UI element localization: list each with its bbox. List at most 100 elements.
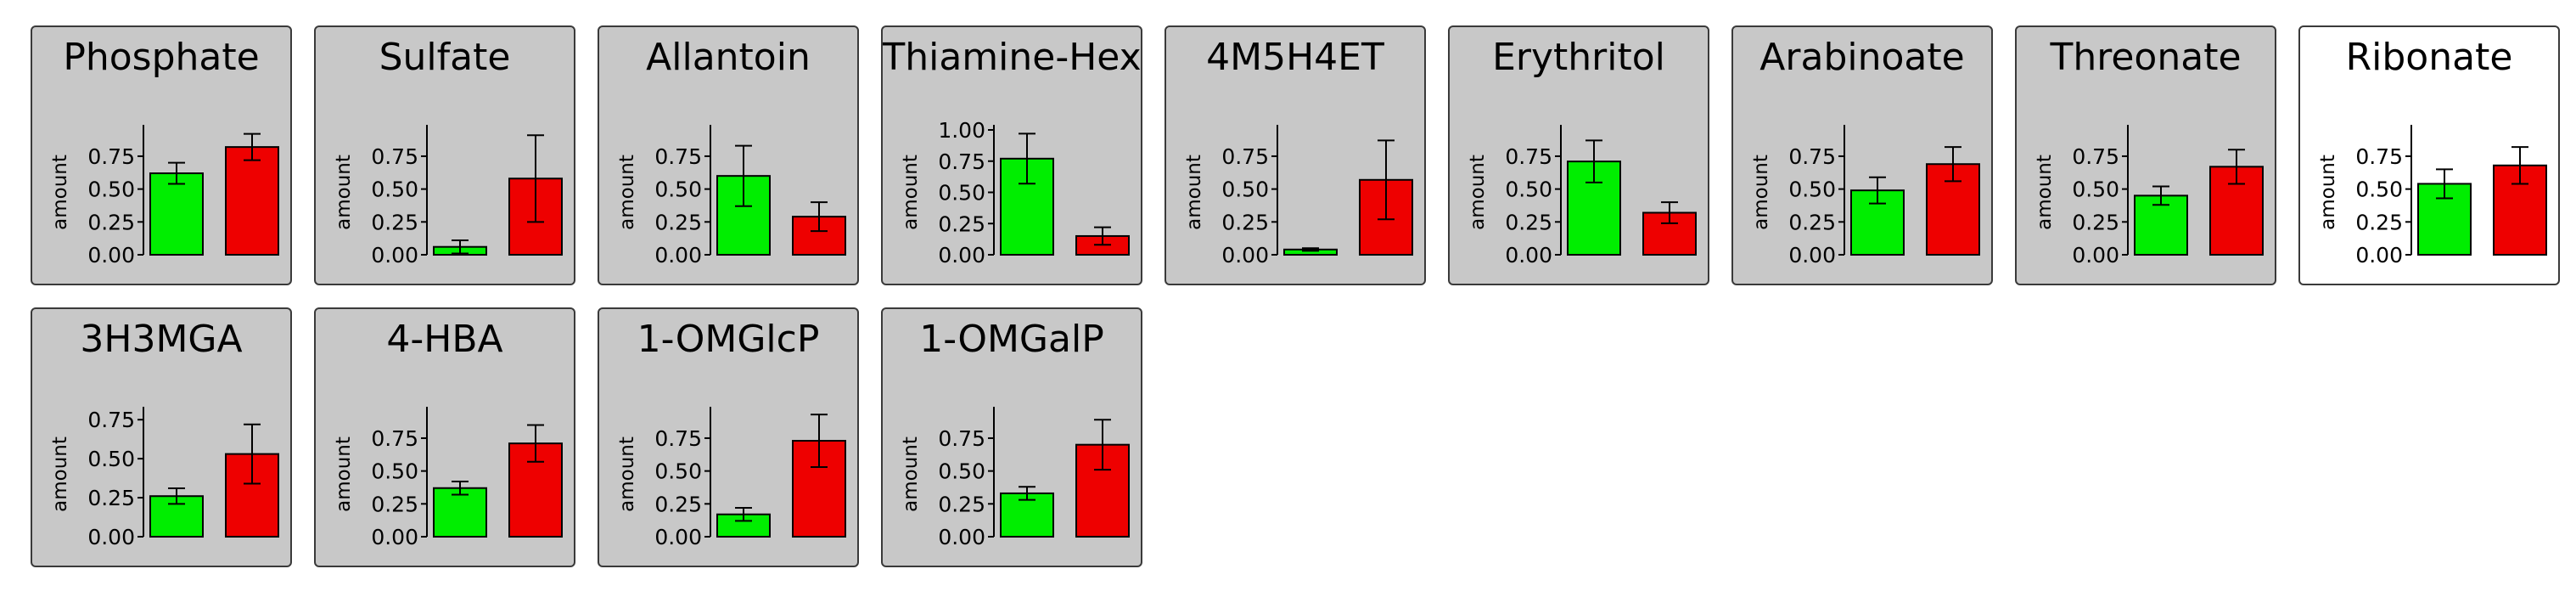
chart-svg: 4M5H4ET amount 0.00 0.25 0.50 0.75 (1183, 36, 1413, 268)
y-tick-label: 0.00 (371, 525, 418, 549)
y-axis-label: amount (616, 155, 638, 230)
y-tick-label: 0.50 (1505, 177, 1552, 202)
y-axis-label: amount (333, 155, 355, 230)
y-tick-label: 0.25 (938, 211, 985, 236)
chart-title: 1-OMGlcP (637, 318, 820, 361)
y-tick-label: 0.00 (1788, 243, 1836, 268)
y-tick-label: 0.75 (371, 426, 418, 451)
y-tick-label: 0.75 (2355, 144, 2403, 169)
chart-svg: Phosphate amount 0.00 0.25 0.50 0.75 (49, 36, 279, 268)
chart-title: Erythritol (1492, 36, 1665, 79)
y-tick-label: 1.00 (938, 118, 985, 143)
y-tick-label: 0.75 (371, 144, 418, 169)
chart-panel[interactable]: 4M5H4ET amount 0.00 0.25 0.50 0.75 (1165, 25, 1426, 285)
chart-panel[interactable]: Arabinoate amount 0.00 0.25 0.50 0.75 (1731, 25, 1993, 285)
chart-title: Sulfate (379, 36, 511, 79)
y-axis-label: amount (1467, 155, 1489, 230)
red-bar[interactable] (225, 146, 279, 256)
y-tick-label: 0.00 (1221, 243, 1269, 268)
chart-panel[interactable]: Erythritol amount 0.00 0.25 0.50 0.75 (1448, 25, 1709, 285)
chart-panel[interactable]: 1-OMGalP amount 0.00 0.25 0.50 0.75 (881, 307, 1142, 567)
y-tick-label: 0.75 (938, 426, 985, 451)
y-tick-label: 0.25 (2355, 210, 2403, 234)
chart-title: 4-HBA (386, 318, 502, 361)
chart-svg: Threonate amount 0.00 0.25 0.50 0.75 (2034, 36, 2264, 268)
y-tick-label: 0.00 (938, 525, 985, 549)
y-tick-label: 0.00 (2355, 243, 2403, 268)
y-axis-label: amount (333, 436, 355, 512)
y-tick-label: 0.25 (87, 486, 135, 510)
y-axis-label: amount (900, 155, 922, 230)
chart-panel[interactable]: 3H3MGA amount 0.00 0.25 0.50 0.75 (31, 307, 292, 567)
y-tick-label: 0.00 (2072, 243, 2119, 268)
chart-title: Ribonate (2346, 36, 2513, 79)
y-tick-label: 0.75 (1221, 144, 1269, 169)
chart-title: Arabinoate (1759, 36, 1964, 79)
y-tick-label: 0.25 (87, 210, 135, 234)
y-axis-label: amount (1750, 155, 1772, 230)
y-tick-label: 0.50 (2355, 177, 2403, 202)
chart-title: Allantoin (646, 36, 811, 79)
green-bar[interactable] (433, 487, 487, 538)
green-bar[interactable] (716, 175, 771, 256)
y-tick-label: 0.50 (654, 177, 702, 202)
chart-svg: Allantoin amount 0.00 0.25 0.50 0.75 (616, 36, 846, 268)
y-tick-label: 0.75 (938, 149, 985, 174)
chart-panel[interactable]: Sulfate amount 0.00 0.25 0.50 0.75 (314, 25, 575, 285)
chart-svg: Sulfate amount 0.00 0.25 0.50 0.75 (333, 36, 563, 268)
chart-svg: Thiamine-Hex amount 0.00 0.25 0.50 0.75 1.00 (883, 36, 1141, 268)
y-tick-label: 0.25 (1505, 210, 1552, 234)
y-tick-label: 0.25 (1788, 210, 1836, 234)
y-tick-label: 0.75 (1788, 144, 1836, 169)
chart-title: Threonate (2049, 36, 2241, 79)
y-tick-label: 0.50 (938, 459, 985, 484)
chart-panel[interactable]: Threonate amount 0.00 0.25 0.50 0.75 (2015, 25, 2276, 285)
y-axis-label: amount (2034, 155, 2056, 230)
chart-panel[interactable]: Thiamine-Hex amount 0.00 0.25 0.50 0.75 1.00 (881, 25, 1142, 285)
y-tick-label: 0.75 (654, 144, 702, 169)
y-tick-label: 0.50 (654, 459, 702, 484)
y-axis-label: amount (900, 436, 922, 512)
chart-panel[interactable]: Allantoin amount 0.00 0.25 0.50 0.75 (598, 25, 859, 285)
y-tick-label: 0.00 (938, 243, 985, 268)
chart-title: 1-OMGalP (919, 318, 1104, 361)
y-tick-label: 0.25 (1221, 210, 1269, 234)
chart-panel[interactable]: Ribonate amount 0.00 0.25 0.50 0.75 (2298, 25, 2560, 285)
y-axis-label: amount (1183, 155, 1205, 230)
y-tick-label: 0.25 (371, 210, 418, 234)
y-tick-label: 0.25 (654, 210, 702, 234)
y-tick-label: 0.75 (87, 144, 135, 169)
green-bar[interactable] (149, 172, 204, 256)
y-axis-label: amount (616, 436, 638, 512)
y-tick-label: 0.50 (938, 181, 985, 206)
chart-svg: Erythritol amount 0.00 0.25 0.50 0.75 (1467, 36, 1697, 268)
chart-svg: 1-OMGlcP amount 0.00 0.25 0.50 0.75 (616, 318, 846, 549)
chart-svg: 3H3MGA amount 0.00 0.25 0.50 0.75 (49, 318, 279, 549)
y-tick-label: 0.50 (1221, 177, 1269, 202)
y-tick-label: 0.25 (938, 492, 985, 516)
y-axis-label: amount (49, 436, 71, 512)
red-bar[interactable] (792, 216, 846, 256)
y-tick-label: 0.00 (371, 243, 418, 268)
chart-panel[interactable]: Phosphate amount 0.00 0.25 0.50 0.75 (31, 25, 292, 285)
chart-svg: 4-HBA amount 0.00 0.25 0.50 0.75 (333, 318, 563, 549)
y-tick-label: 0.50 (1788, 177, 1836, 202)
y-tick-label: 0.00 (654, 525, 702, 549)
chart-panel[interactable]: 1-OMGlcP amount 0.00 0.25 0.50 0.75 (598, 307, 859, 567)
y-tick-label: 0.50 (87, 177, 135, 202)
chart-svg: Arabinoate amount 0.00 0.25 0.50 0.75 (1750, 36, 1980, 268)
chart-panel[interactable]: 4-HBA amount 0.00 0.25 0.50 0.75 (314, 307, 575, 567)
y-tick-label: 0.50 (87, 447, 135, 471)
y-tick-label: 0.75 (1505, 144, 1552, 169)
chart-svg: Ribonate amount 0.00 0.25 0.50 0.75 (2317, 36, 2547, 268)
y-axis-label: amount (2317, 155, 2339, 230)
chart-title: 3H3MGA (80, 318, 242, 361)
y-tick-label: 0.00 (654, 243, 702, 268)
y-tick-label: 0.25 (2072, 210, 2119, 234)
y-tick-label: 0.50 (371, 177, 418, 202)
chart-title: 4M5H4ET (1206, 36, 1384, 79)
y-tick-label: 0.00 (87, 525, 135, 549)
chart-svg: 1-OMGalP amount 0.00 0.25 0.50 0.75 (900, 318, 1130, 549)
y-tick-label: 0.50 (2072, 177, 2119, 202)
